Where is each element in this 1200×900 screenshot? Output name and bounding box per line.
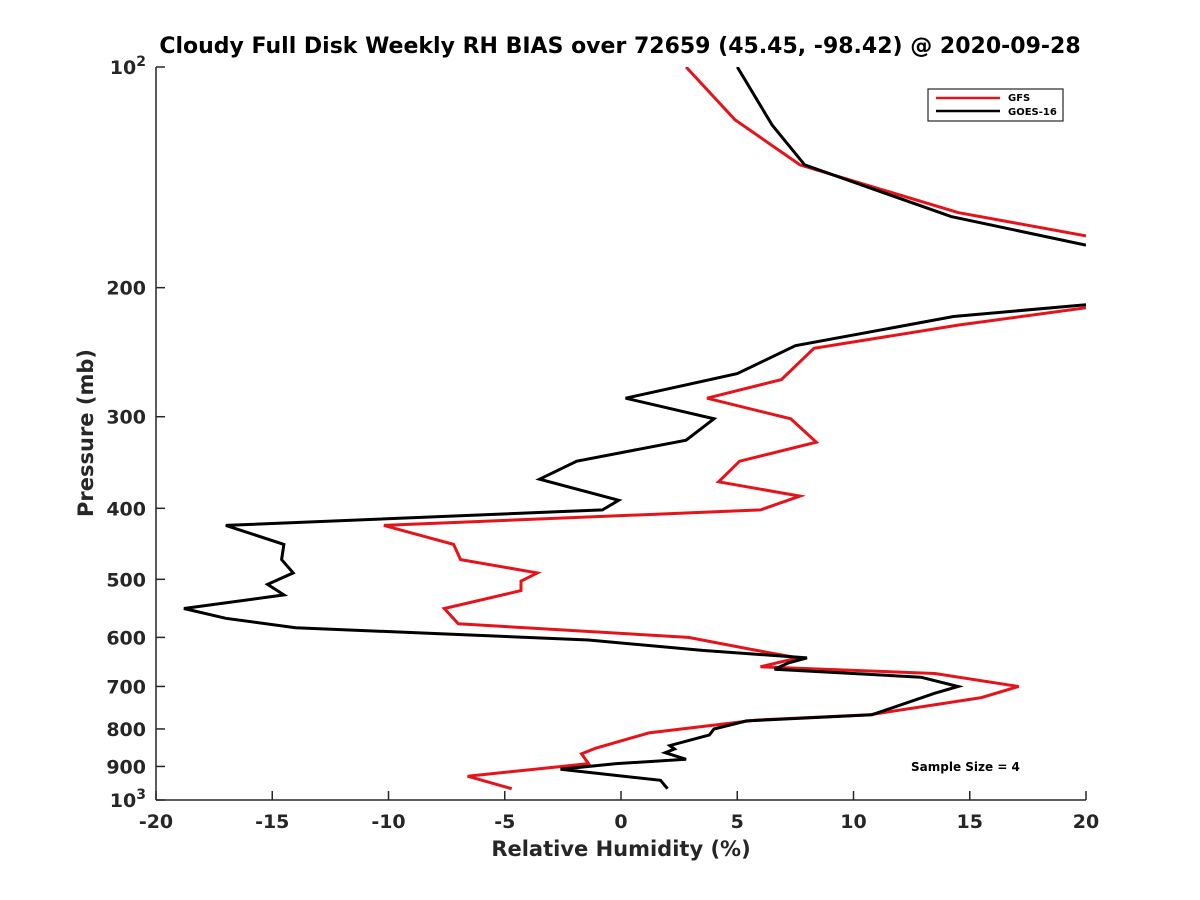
y-tick-label: 500 [106,569,146,591]
sample-size-annotation: Sample Size = 4 [911,760,1020,774]
y-tick-label: 400 [106,498,146,520]
x-axis-label: Relative Humidity (%) [491,837,750,861]
y-tick-label: 200 [106,278,146,300]
y-tick-label: 800 [106,719,146,741]
x-ticks: -20 -15 -10 -5 0 5 10 15 20 [139,791,1099,833]
y-axis-label: Pressure (mb) [74,349,98,517]
x-tick-label: 5 [731,811,744,833]
x-tick-label: -10 [371,811,405,833]
series-line-goes16-seg2 [183,303,1086,790]
y-tick-label: 600 [106,627,146,649]
y-tick-label: 103 [110,787,146,812]
legend-label-gfs: GFS [1008,93,1030,104]
y-tick-label: 700 [106,676,146,698]
x-tick-label: -20 [139,811,173,833]
x-tick-label: 20 [1073,811,1099,833]
y-tick-label: 300 [106,407,146,429]
x-tick-label: 15 [957,811,983,833]
y-tick-label: 102 [110,54,146,79]
series-line-goes16-seg1 [736,67,1086,247]
series-line-gfs-seg1 [684,67,1086,238]
x-tick-label: -15 [255,811,289,833]
legend-label-goes16: GOES-16 [1008,107,1057,118]
series-line-gfs-seg2 [383,306,1086,791]
chart-title: Cloudy Full Disk Weekly RH BIAS over 726… [159,34,1080,59]
y-ticks: 102 200 300 400 500 600 700 800 900 103 [106,54,165,812]
x-tick-label: 0 [614,811,627,833]
legend-box [927,88,1064,122]
series-layer [183,67,1086,791]
y-tick-label: 900 [106,756,146,778]
legend: GFS GOES-16 [927,88,1064,122]
x-tick-label: 10 [840,811,866,833]
x-tick-label: -5 [494,811,515,833]
